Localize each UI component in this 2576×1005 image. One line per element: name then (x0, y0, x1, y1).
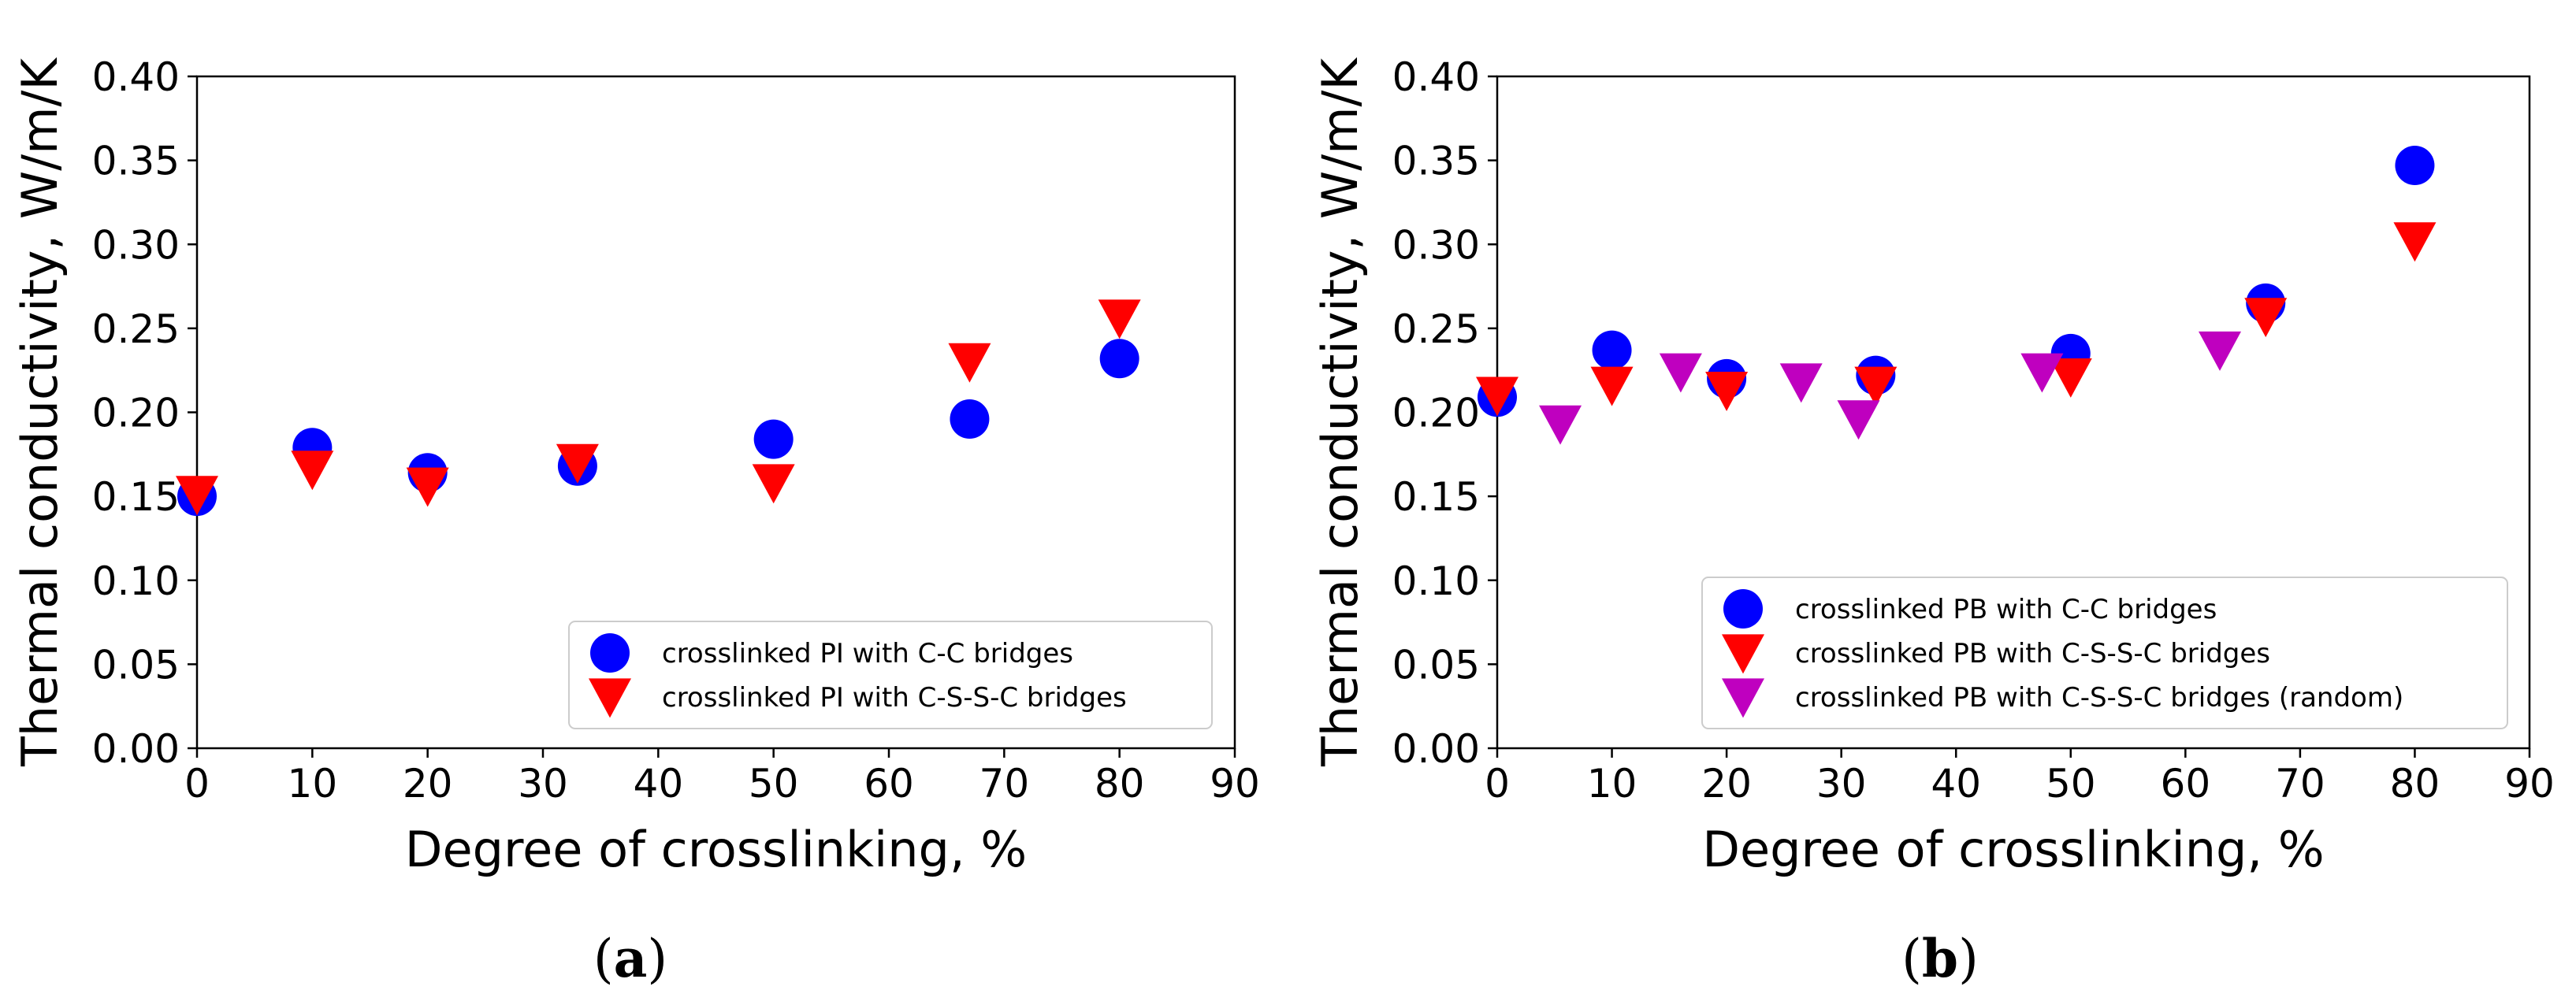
y-tick-label: 0.35 (1392, 139, 1480, 184)
data-point (556, 443, 599, 484)
y-tick-label: 0.00 (1392, 726, 1480, 772)
data-point (752, 464, 795, 504)
data-point (2393, 222, 2437, 262)
y-tick-label: 0.40 (92, 54, 180, 100)
legend-box (1701, 577, 2508, 729)
data-point (948, 343, 991, 383)
y-tick-label: 0.25 (92, 306, 180, 352)
legend-label: crosslinked PB with C-C bridges (1795, 594, 2217, 625)
x-tick-label: 10 (288, 761, 338, 807)
y-tick-label: 0.05 (92, 642, 180, 688)
y-tick-label: 0.10 (1392, 558, 1480, 604)
x-tick-label: 0 (184, 761, 210, 807)
y-tick-label: 0.30 (92, 222, 180, 268)
data-point (176, 476, 218, 516)
x-tick-label: 80 (2390, 761, 2440, 807)
x-axis-label: Degree of crosslinking, % (1702, 821, 2324, 878)
x-tick-label: 60 (864, 761, 914, 807)
x-tick-label: 30 (518, 761, 568, 807)
y-tick-label: 0.15 (92, 474, 180, 520)
x-tick-label: 20 (403, 761, 453, 807)
data-point (2020, 353, 2064, 393)
data-point (1779, 363, 1823, 403)
data-point (406, 467, 449, 507)
legend-marker (589, 678, 631, 718)
x-tick-label: 50 (2046, 761, 2096, 807)
data-point (1099, 339, 1139, 379)
legend-marker (1722, 678, 1764, 718)
y-tick-label: 0.10 (92, 558, 180, 604)
panel-label: (b) (1901, 928, 1979, 989)
data-point (753, 419, 794, 459)
x-tick-label: 40 (1931, 761, 1981, 807)
y-tick-label: 0.20 (1392, 391, 1480, 436)
data-point (1592, 330, 1632, 370)
y-tick-label: 0.05 (1392, 642, 1480, 688)
legend-marker (1722, 634, 1764, 674)
y-tick-label: 0.35 (92, 139, 180, 184)
y-tick-label: 0.15 (1392, 474, 1480, 520)
legend-marker (1723, 589, 1763, 629)
data-point (1098, 299, 1141, 339)
x-tick-label: 40 (634, 761, 684, 807)
y-tick-label: 0.40 (1392, 54, 1480, 100)
x-tick-label: 50 (749, 761, 799, 807)
y-axis-label: Thermal conductivity, W/m/K (11, 57, 69, 767)
x-tick-label: 30 (1816, 761, 1867, 807)
y-axis-label: Thermal conductivity, W/m/K (1311, 57, 1369, 767)
x-tick-label: 90 (2504, 761, 2555, 807)
data-point (950, 399, 990, 439)
data-point (2244, 298, 2288, 338)
legend-label: crosslinked PI with C-C bridges (662, 638, 1073, 669)
data-point (2199, 331, 2241, 371)
panel-b: 0 10 20 30 40 50 60 70 80 90 0.00 0.05 0.10 0.15 0.20 0… (1311, 54, 2555, 989)
x-tick-label: 70 (2275, 761, 2325, 807)
x-tick-label: 0 (1485, 761, 1510, 807)
data-point (1539, 405, 1582, 445)
data-point (1705, 372, 1749, 411)
panel-a: 0 10 20 30 40 50 60 70 80 90 0.00 0.05 0.10 0.15 0.20 0… (11, 54, 1260, 989)
x-axis-label: Degree of crosslinking, % (405, 821, 1027, 878)
legend-marker (590, 633, 630, 673)
y-tick-label: 0.30 (1392, 222, 1480, 268)
x-tick-label: 90 (1210, 761, 1260, 807)
x-tick-label: 80 (1095, 761, 1145, 807)
x-tick-label: 60 (2161, 761, 2211, 807)
data-point (2395, 146, 2435, 186)
y-tick-label: 0.00 (92, 726, 180, 772)
panel-label: (a) (593, 928, 667, 989)
legend-label: crosslinked PI with C-S-S-C bridges (662, 682, 1127, 714)
data-point (1837, 400, 1880, 440)
x-tick-label: 70 (979, 761, 1030, 807)
data-point (291, 451, 334, 491)
legend-label: crosslinked PB with C-S-S-C bridges (1795, 638, 2270, 669)
legend-box (568, 621, 1213, 729)
data-point (1854, 366, 1898, 406)
x-tick-label: 20 (1701, 761, 1752, 807)
y-tick-label: 0.20 (92, 391, 180, 436)
y-tick-label: 0.25 (1392, 306, 1480, 352)
data-point (1476, 376, 1518, 417)
data-point (1590, 366, 1634, 406)
x-tick-label: 10 (1587, 761, 1637, 807)
data-point (2049, 358, 2092, 398)
legend-label: crosslinked PB with C-S-S-C bridges (ran… (1795, 682, 2403, 714)
data-point (1659, 353, 1702, 393)
